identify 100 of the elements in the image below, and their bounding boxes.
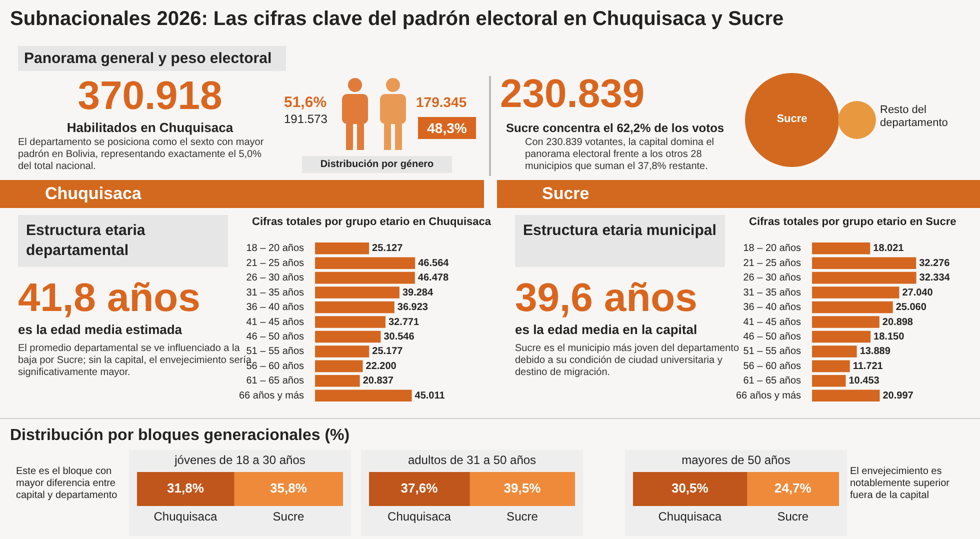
text: Estructura etaria departamental [18,215,228,267]
text: Sucre concentra el 62,2% de los votos [506,121,726,135]
y-tick-label: 46 – 50 años [743,331,802,342]
y-tick-label: 26 – 30 años [246,272,304,284]
bar [315,242,370,254]
text: Distribución por género [302,156,452,173]
data-label: 11.721 [852,360,884,372]
bar [315,375,360,387]
text: Sucre es el municipio más joven del departamento debido a su condición de ciudad universitaria y destino de migración. [515,343,740,378]
text: 230.839 [500,72,646,117]
data-label: 25.127 [372,243,404,254]
text: Sucre [776,113,808,125]
text: Resto del departamento [880,104,949,130]
data-label: 27.040 [902,287,934,298]
text: Con 230.839 votantes, la capital domina el panorama electoral frente a los otros 28 municipios que suman el 37,8% restante. [525,137,716,173]
text: El envejecimiento es notablemente superior fuera de la capital [850,466,951,502]
text: Este es el bloque con mayor diferencia entre capital y departamento [16,466,118,502]
data-label: 37,6% [400,480,438,496]
chart-title: mayores de 50 años [680,453,792,467]
bar [315,330,381,343]
data-label: 25.177 [372,346,404,358]
bar [315,316,386,328]
data-label: 18.021 [873,243,904,254]
bar [812,346,857,358]
text: es la edad media estimada [18,322,184,337]
bar [812,272,916,284]
bar [812,301,893,314]
y-tick-label: 66 años y más [736,390,802,402]
bar [315,257,416,269]
data-label: 35,8% [270,480,308,496]
bar [315,390,412,402]
data-label: 31,8% [167,480,204,496]
data-label: 13.889 [860,346,891,358]
text: 51,6% [284,94,328,111]
bar [812,257,916,269]
y-tick-label: 21 – 25 años [246,258,304,269]
bar [315,272,415,284]
data-label: 10.453 [848,376,880,387]
text: 48,3% [418,117,476,139]
data-label: 32.334 [919,272,950,284]
bar [315,301,394,314]
data-label: 39,5% [504,480,542,496]
series-label: Sucre [506,509,538,524]
y-tick-label: 21 – 25 años [743,258,802,269]
data-label: 30.546 [384,331,415,342]
data-label: 20.837 [362,376,394,387]
text: 179.345 [416,94,468,110]
y-tick-label: 31 – 35 años [246,287,304,298]
chart-title: adultos de 31 a 50 años [406,453,538,467]
y-tick-label: 18 – 20 años [743,243,802,254]
text: Distribución por bloques generacionales (%) [10,427,351,445]
text: 41,8 años [18,276,202,321]
data-label: 46.478 [418,272,449,284]
series-label: Sucre [272,509,304,524]
series-label: Chuquisaca [154,509,218,524]
chart-title: jóvenes de 18 a 30 años [173,453,306,467]
text: Habilitados en Chuquisaca [66,120,234,135]
text: Panorama general y peso electoral [18,46,286,71]
text: Chuquisaca [45,184,142,204]
data-label: 25.060 [896,302,927,314]
y-tick-label: 18 – 20 años [246,243,304,254]
data-label: 22.200 [366,360,397,372]
y-tick-label: 61 – 65 años [246,376,304,387]
text: El departamento se posiciona como el sexto con mayor padrón en Bolivia, representando exactamente el 5,0% del total nacional. [18,137,265,173]
bar [812,360,850,372]
y-tick-label: 56 – 60 años [246,360,304,372]
data-label: 20.997 [882,390,914,402]
data-label: 24,7% [774,480,812,496]
bar [812,242,870,254]
bar [812,316,880,328]
text: 39,6 años [515,276,698,321]
y-tick-label: 41 – 45 años [743,316,802,328]
bar [812,390,880,402]
series-label: Chuquisaca [388,509,452,524]
text: Sucre [542,184,590,204]
y-tick-label: 66 años y más [238,390,304,402]
y-tick-label: 36 – 40 años [743,302,802,314]
y-tick-label: 61 – 65 años [743,376,802,387]
text: Estructura etaria municipal [515,215,725,267]
bar [315,360,363,372]
text: 191.573 [284,112,328,126]
data-label: 30,5% [671,480,709,496]
series-label: Sucre [777,509,809,524]
data-label: 45.011 [414,390,446,402]
data-label: 18.150 [874,331,905,342]
y-tick-label: 26 – 30 años [743,272,802,284]
y-tick-label: 46 – 50 años [246,331,304,342]
y-tick-label: 36 – 40 años [246,302,304,314]
chart-title: Cifras totales por grupo etario en Sucre [749,216,958,228]
bar [812,375,846,387]
text: Subnacionales 2026: Las cifras clave del padrón electoral en Chuquisaca y Sucre [10,8,785,31]
bar [812,286,900,298]
y-tick-label: 41 – 45 años [246,316,304,328]
y-tick-label: 51 – 55 años [246,346,304,358]
data-label: 20.898 [882,316,914,328]
text: es la edad media en la capital [515,322,698,337]
y-tick-label: 31 – 35 años [743,287,802,298]
y-tick-label: 56 – 60 años [743,360,802,372]
data-label: 32.771 [388,316,420,328]
bar [315,286,400,298]
